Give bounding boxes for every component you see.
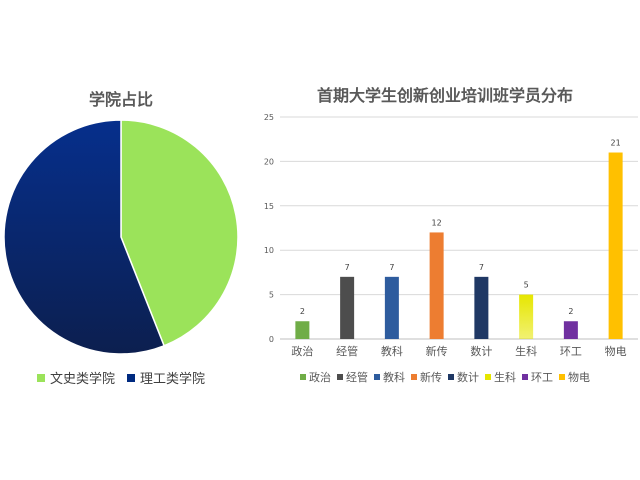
bar-legend-swatch xyxy=(559,374,565,380)
bar-legend-item: 数计 xyxy=(448,369,479,385)
data-label: 21 xyxy=(611,139,621,148)
bar-7 xyxy=(563,321,578,339)
x-tick-label: 数计 xyxy=(470,345,492,358)
bar-legend-swatch xyxy=(411,374,417,380)
bar-3 xyxy=(384,276,399,339)
bar-legend-label: 物电 xyxy=(568,371,590,384)
data-label: 7 xyxy=(479,263,484,272)
bar-4 xyxy=(429,232,444,339)
x-tick-label: 经管 xyxy=(336,344,358,358)
x-tick-label: 教科 xyxy=(381,344,403,358)
pie-legend: 文史类学院 理工类学院 xyxy=(0,368,242,387)
bar-legend-swatch xyxy=(300,374,306,380)
y-tick-label: 0 xyxy=(269,335,274,344)
pie-legend-item: 理工类学院 xyxy=(127,368,205,387)
bar-legend-item: 环工 xyxy=(522,369,553,385)
bar-legend-item: 教科 xyxy=(374,369,405,385)
bar-legend-label: 数计 xyxy=(457,371,479,384)
bar-legend-item: 物电 xyxy=(559,369,590,385)
x-tick-label: 环工 xyxy=(560,345,582,358)
pie-chart xyxy=(3,119,239,355)
bar-legend-swatch xyxy=(522,374,528,380)
pie-slice-1 xyxy=(120,119,239,347)
bar-legend-item: 经管 xyxy=(337,369,368,385)
data-label: 12 xyxy=(432,218,442,227)
bar-legend-swatch xyxy=(374,374,380,380)
x-tick-label: 物电 xyxy=(605,344,627,358)
data-label: 7 xyxy=(345,263,350,272)
pie-legend-label: 理工类学院 xyxy=(140,372,206,387)
bar-5 xyxy=(474,276,489,339)
bar-legend-item: 新传 xyxy=(411,369,442,385)
bar-2 xyxy=(340,276,355,339)
bar-8 xyxy=(608,152,623,339)
bar-legend-label: 环工 xyxy=(531,371,553,384)
bar-legend-swatch xyxy=(337,374,343,380)
y-tick-label: 15 xyxy=(264,202,274,211)
bar-6 xyxy=(519,294,534,339)
bar-legend-label: 新传 xyxy=(420,371,442,384)
pie-legend-label: 文史类学院 xyxy=(49,372,115,387)
bar-legend-swatch xyxy=(448,374,454,380)
data-label: 7 xyxy=(389,263,394,272)
bar-chart: 0 5 10 15 20 25 2 政治 7 经管 7 教科 12 新传 7 数计 5 生科 2 环工 21 物电 xyxy=(264,113,638,358)
y-tick-label: 5 xyxy=(269,291,274,300)
y-tick-label: 25 xyxy=(264,113,274,122)
bar-legend-label: 政治 xyxy=(309,371,331,384)
bar-legend-swatch xyxy=(485,374,491,380)
pie-legend-swatch xyxy=(36,373,45,382)
bar-1 xyxy=(295,321,310,339)
bar-legend-label: 经管 xyxy=(346,371,368,384)
y-tick-label: 10 xyxy=(264,246,274,255)
pie-legend-item: 文史类学院 xyxy=(36,368,115,387)
bar-legend-item: 生科 xyxy=(485,369,516,385)
bar-legend-item: 政治 xyxy=(300,369,331,385)
bar-chart-title: 首期大学生创新创业培训班学员分布 xyxy=(316,86,573,105)
data-label: 2 xyxy=(568,307,573,316)
y-tick-label: 20 xyxy=(264,157,274,166)
bar-legend-label: 生科 xyxy=(494,371,516,384)
x-tick-label: 政治 xyxy=(291,344,313,358)
pie-legend-swatch xyxy=(127,373,135,382)
x-tick-label: 新传 xyxy=(426,344,448,358)
data-label: 2 xyxy=(300,307,305,316)
bar-legend-label: 教科 xyxy=(383,371,405,384)
bar-legend: 政治 经管 教科 新传 数计 生科 环工 物电 xyxy=(250,369,640,385)
x-tick-label: 生科 xyxy=(515,344,537,358)
pie-chart-title: 学院占比 xyxy=(88,90,153,109)
pie-slice-2 xyxy=(3,119,166,355)
data-label: 5 xyxy=(524,281,529,290)
